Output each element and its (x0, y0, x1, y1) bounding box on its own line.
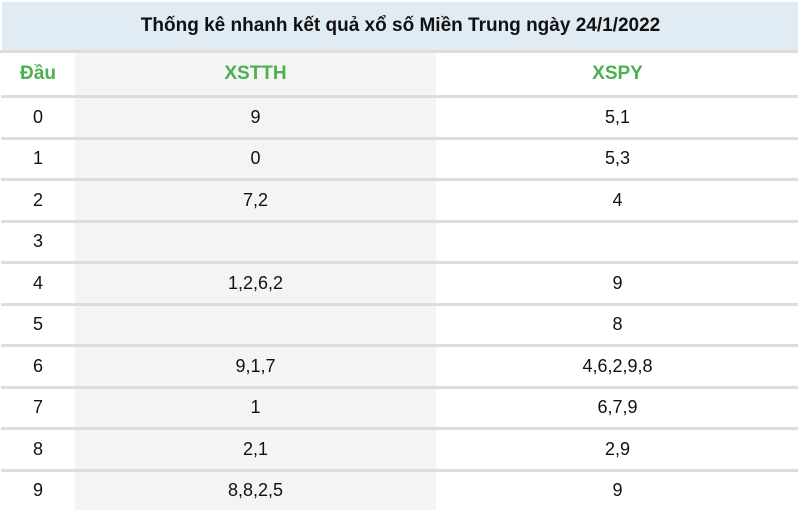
table-row: 0 9 5,1 (1, 96, 798, 140)
dau-cell: 9 (32, 480, 43, 501)
xstth-cell: 7,2 (75, 179, 436, 223)
xstth-cell: 9 (75, 96, 436, 140)
dau-cell: 4 (1, 262, 75, 306)
xspy-cell: 4,6,2,9,8 (436, 345, 798, 389)
table-row: 4 1,2,6,2 9 (1, 262, 798, 306)
xspy-cell: 9 (436, 262, 798, 306)
xstth-cell: 2,1 (75, 428, 436, 472)
xspy-cell: 5,3 (436, 138, 798, 181)
header-dau: Đầu (1, 51, 75, 98)
xspy-cell: 4 (436, 179, 798, 223)
dau-cell: 2 (1, 179, 75, 223)
dau-cell: 0 (1, 96, 75, 140)
table-row: 7 1 6,7,9 (1, 387, 798, 430)
xstth-cell (75, 221, 436, 264)
header-xstth: XSTTH (75, 51, 436, 98)
xspy-cell: 6,7,9 (436, 387, 798, 430)
xstth-cell (75, 304, 436, 347)
table-row: 6 9,1,7 4,6,2,9,8 (1, 345, 798, 389)
xspy-cell: 8 (436, 304, 798, 347)
table-title: Thống kê nhanh kết quả xổ số Miền Trung … (0, 0, 798, 53)
header-xspy: XSPY (436, 51, 798, 98)
table-row: 3 (1, 221, 798, 264)
xstth-cell: 1 (75, 387, 436, 430)
dau-cell: 7 (1, 387, 75, 430)
table-row: 9 8,8,2,5 9 (1, 470, 798, 510)
dau-cell: 3 (1, 221, 75, 264)
xstth-cell: 8,8,2,5 (75, 470, 436, 510)
xspy-cell (436, 221, 798, 264)
xspy-cell: 5,1 (436, 96, 798, 140)
xstth-cell: 9,1,7 (75, 345, 436, 389)
dau-cell: 8 (1, 428, 75, 472)
xstth-cell: 1,2,6,2 (75, 262, 436, 306)
dau-cell: 6 (1, 345, 75, 389)
table-row: 2 7,2 4 (1, 179, 798, 223)
xstth-cell: 0 (75, 138, 436, 181)
xspy-cell: 2,9 (436, 428, 798, 472)
table-row: 1 0 5,3 (1, 138, 798, 181)
dau-cell: 1 (1, 138, 75, 181)
dau-cell: 5 (1, 304, 75, 347)
table-row: 8 2,1 2,9 (1, 428, 798, 472)
header-row: Đầu XSTTH XSPY (1, 51, 798, 98)
xspy-cell: 9 (612, 480, 623, 501)
